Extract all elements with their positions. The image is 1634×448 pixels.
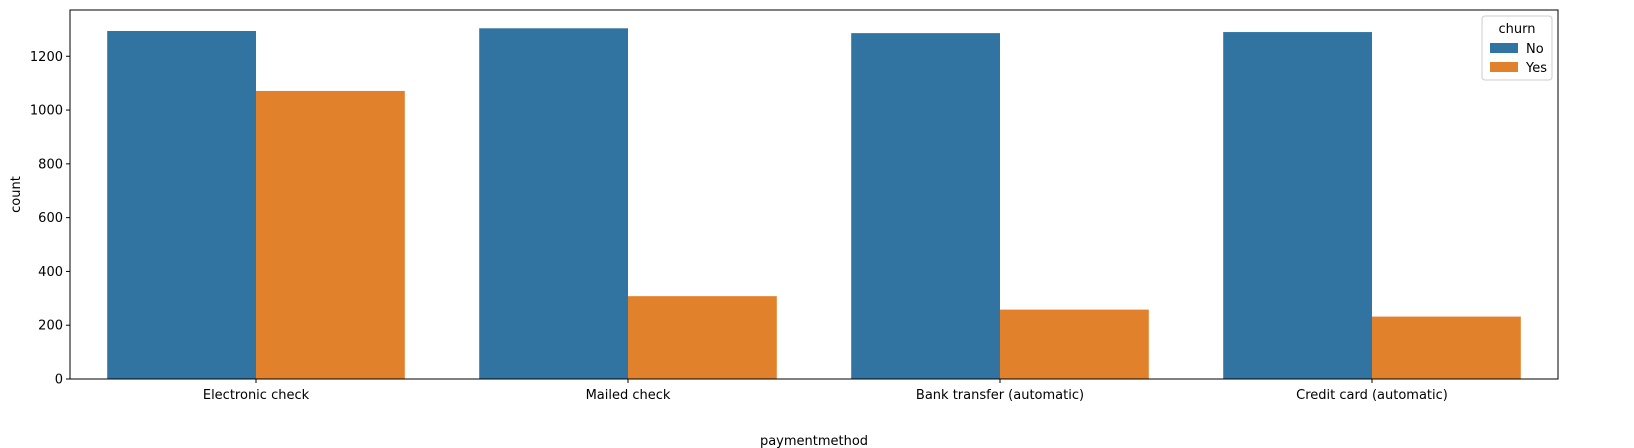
y-tick-label: 200 <box>38 319 63 334</box>
plot-frame <box>69 9 1559 380</box>
legend: churn No Yes <box>1481 15 1553 81</box>
bar-yes-3 <box>1372 316 1521 379</box>
bar-yes-2 <box>1000 309 1149 379</box>
legend-items: No Yes <box>1490 42 1547 76</box>
legend-label-yes: Yes <box>1525 61 1547 76</box>
bar-no-0 <box>107 30 256 379</box>
bar-yes-1 <box>628 296 777 379</box>
bar-no-3 <box>1223 32 1372 380</box>
y-tick-label: 1000 <box>30 104 63 119</box>
legend-swatch-yes <box>1490 62 1518 72</box>
y-tick-label: 400 <box>38 265 63 280</box>
bar-no-1 <box>479 28 628 379</box>
legend-title: churn <box>1499 22 1536 37</box>
x-tick-label: Mailed check <box>586 388 671 403</box>
legend-swatch-no <box>1490 43 1518 53</box>
x-axis-label: paymentmethod <box>760 434 868 448</box>
bars-group <box>107 28 1521 380</box>
y-axis: 0 200 400 600 800 1000 1200 <box>30 50 70 388</box>
y-tick-label: 1200 <box>30 50 63 65</box>
bar-no-2 <box>851 33 1000 380</box>
x-tick-label: Credit card (automatic) <box>1296 388 1448 403</box>
y-tick-label: 800 <box>38 157 63 172</box>
x-tick-label: Bank transfer (automatic) <box>916 388 1084 403</box>
y-axis-label: count <box>9 176 24 213</box>
legend-label-no: No <box>1526 42 1544 57</box>
y-tick-label: 600 <box>38 211 63 226</box>
y-tick-label: 0 <box>55 373 63 388</box>
x-tick-label: Electronic check <box>203 388 310 403</box>
x-axis: Electronic check Mailed check Bank transfe… <box>203 379 1448 403</box>
bar-yes-0 <box>256 90 405 380</box>
